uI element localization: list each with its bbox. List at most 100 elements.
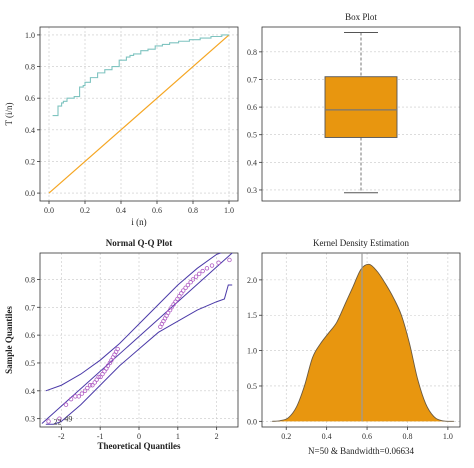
box-y-tick-label: 0.3 [247, 186, 257, 195]
box-y-tick-label: 0.5 [247, 131, 257, 140]
qq-point [57, 416, 62, 421]
qq-upper-band [45, 253, 223, 392]
ttt-x-tick-label: 0.4 [116, 206, 126, 215]
qq-point [196, 271, 202, 277]
kde-ticks: 0.2 0.4 0.6 0.8 1.0 0.0 0.5 1.0 1.5 2.0 [247, 276, 453, 441]
box-y-tick-label: 0.4 [247, 158, 257, 167]
qq-point [216, 260, 221, 265]
qq-point [183, 285, 188, 290]
qq-x-tick-label: 1 [176, 432, 180, 441]
box-plot-title: Box Plot [345, 12, 377, 22]
box-iqr-rect [324, 76, 398, 138]
qq-point [79, 391, 85, 396]
qq-point [76, 394, 82, 399]
ttt-y-tick-label: 0.4 [25, 126, 35, 135]
kde-x-tick-label: 0.6 [362, 432, 372, 441]
qq-point [63, 402, 69, 407]
kde-density-curve [272, 263, 454, 422]
qq-point [185, 282, 191, 288]
kde-y-tick-label: 2.0 [247, 276, 257, 285]
qq-point [90, 383, 95, 388]
qq-clipped-group [41, 253, 233, 425]
ttt-x-tick-label: 0.8 [188, 206, 198, 215]
ttt-curve [52, 34, 229, 117]
kde-plot-panel: Kernel Density Estimation 0.2 0.4 0.6 0.8 1.… [247, 238, 461, 456]
box-plot-panel: Box Plot 0.3 0.4 0.5 0.6 0.7 0.8 [247, 12, 461, 202]
qq-point [193, 274, 199, 279]
qq-marks: 22 49 [41, 253, 233, 426]
qq-y-tick-label: 0.6 [25, 331, 35, 340]
box-ticks: 0.3 0.4 0.5 0.6 0.7 0.8 [247, 48, 262, 195]
kde-y-tick-label: 0.0 [247, 417, 257, 426]
qq-y-tick-label: 0.8 [25, 275, 35, 284]
kde-x-tick-label: 0.4 [322, 432, 332, 441]
qq-x-axis-label: Theoretical Quantiles [97, 441, 181, 451]
qq-plot-frame [39, 252, 239, 428]
qq-x-tick-label: -1 [97, 432, 104, 441]
qq-point [82, 388, 88, 394]
ttt-plot-frame [39, 26, 239, 202]
box-plot-frame [261, 26, 461, 202]
ttt-y-tick-label: 0.6 [25, 94, 35, 103]
ttt-x-axis-label: i (n) [131, 217, 146, 227]
qq-y-tick-label: 0.7 [25, 303, 35, 312]
qq-plot-panel: Normal Q-Q Plot -2 -1 0 1 2 0.3 0.4 0.5 0.6 0.7 0.… [4, 238, 239, 451]
ttt-ticks: 0.0 0.2 0.4 0.6 0.8 1.0 0.0 0.2 0.4 0.6 0.8 1.0 [25, 31, 234, 215]
ttt-y-axis-label: T (i/n) [4, 102, 14, 125]
ttt-y-tick-label: 0.2 [25, 157, 35, 166]
qq-point [115, 346, 120, 352]
qq-point [204, 266, 210, 271]
kde-x-axis-label: N=50 & Bandwidth=0.06634 [308, 446, 414, 456]
kde-x-tick-label: 0.2 [281, 432, 291, 441]
ttt-y-tick-label: 1.0 [25, 31, 35, 40]
qq-point [85, 385, 90, 391]
kde-x-tick-label: 0.8 [402, 432, 412, 441]
box-marks [324, 32, 398, 194]
box-grid [262, 51, 460, 191]
kde-x-tick-label: 1.0 [443, 432, 453, 441]
box-y-tick-label: 0.6 [247, 103, 257, 112]
ttt-plot-panel: 0.0 0.2 0.4 0.6 0.8 1.0 0.0 0.2 0.4 0.6 0.8 1.0 i (… [4, 26, 239, 227]
ttt-x-tick-label: 0.2 [80, 206, 90, 215]
ttt-x-tick-label: 0.0 [44, 206, 54, 215]
qq-ticks: -2 -1 0 1 2 0.3 0.4 0.5 0.6 0.7 0.8 [25, 275, 219, 441]
qq-point-annotation: 22 [54, 417, 62, 426]
ttt-x-tick-label: 1.0 [224, 206, 234, 215]
qq-point [46, 419, 51, 424]
box-y-tick-label: 0.8 [247, 48, 257, 57]
kde-y-tick-label: 1.0 [247, 347, 257, 356]
ttt-y-tick-label: 0.0 [25, 189, 35, 198]
qq-point [209, 263, 215, 268]
ttt-y-tick-label: 0.8 [25, 63, 35, 72]
kde-density-area [272, 264, 454, 422]
qq-x-tick-label: -2 [58, 432, 65, 441]
qq-y-tick-label: 0.4 [25, 387, 35, 396]
qq-y-tick-label: 0.3 [25, 415, 35, 424]
qq-point [68, 396, 74, 402]
qq-point [227, 257, 232, 263]
qq-plot-title: Normal Q-Q Plot [106, 238, 173, 248]
kde-marks [272, 253, 454, 422]
qq-point [200, 268, 205, 274]
kde-plot-frame [261, 252, 461, 428]
qq-point [73, 394, 78, 399]
kde-y-tick-label: 1.5 [247, 311, 257, 320]
qq-point [87, 383, 93, 388]
kde-y-tick-label: 0.5 [247, 382, 257, 391]
qq-x-tick-label: 0 [137, 432, 141, 441]
box-y-tick-label: 0.7 [247, 75, 257, 84]
qq-point [190, 277, 196, 282]
qq-point [96, 374, 101, 380]
qq-point [188, 280, 193, 285]
ttt-x-tick-label: 0.6 [152, 206, 162, 215]
qq-y-tick-label: 0.5 [25, 359, 35, 368]
kde-plot-title: Kernel Density Estimation [313, 238, 409, 248]
qq-point-annotation: 49 [64, 415, 72, 424]
ttt-diagonal-line [48, 34, 230, 194]
qq-point [181, 288, 186, 293]
ttt-marks [48, 34, 230, 194]
qq-y-axis-label: Sample Quantiles [4, 306, 14, 374]
qq-grid [40, 253, 238, 427]
qq-x-tick-label: 2 [215, 432, 219, 441]
